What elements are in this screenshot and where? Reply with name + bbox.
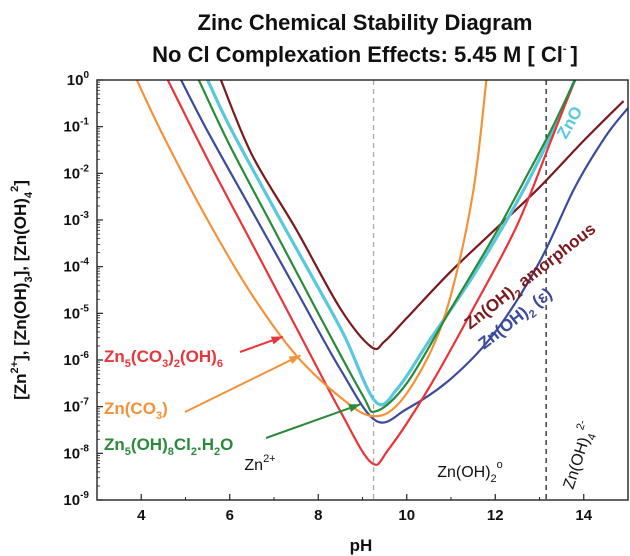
label-zn-oh2-amorphous: Zn(OH)2 amorphous — [461, 219, 602, 336]
chart-subtitle: No Cl Complexation Effects: 5.45 M [ Cl-… — [152, 42, 578, 67]
series-line-3 — [166, 80, 576, 466]
label-zno: ZnO — [553, 103, 586, 142]
region-label-zn-oh2: Zn(OH)2o — [437, 459, 503, 485]
x-tick-label: 8 — [314, 507, 322, 524]
series-line-0 — [219, 80, 625, 351]
x-tick-label: 4 — [137, 507, 146, 524]
x-axis-label: pH — [350, 536, 373, 555]
x-tick-label: 6 — [226, 507, 234, 524]
arrow-zn5-cl-head — [348, 404, 361, 412]
series-line-5 — [197, 80, 576, 413]
series-line-4 — [135, 80, 488, 418]
label-zn-co3: Zn(CO3) — [104, 399, 168, 422]
chart-title: Zinc Chemical Stability Diagram — [198, 10, 533, 35]
y-tick-label: 10-6 — [63, 350, 89, 369]
y-tick-label: 10-1 — [63, 117, 89, 136]
x-tick-label: 14 — [575, 507, 592, 524]
y-tick-label: 100 — [67, 70, 90, 89]
y-tick-label: 10-2 — [63, 163, 89, 182]
y-tick-label: 10-3 — [63, 210, 89, 229]
series-line-2 — [206, 80, 577, 407]
y-tick-label: 10-9 — [63, 490, 89, 509]
arrow-layer — [184, 335, 361, 439]
ticks-layer: 4 6 8 10 12 14 100 10-1 10-2 10-3 10-4 10-5 10-6 10-7… — [63, 70, 629, 524]
label-zn5-co3-2-oh6: Zn5(CO3)2(OH)6 — [104, 347, 223, 370]
series-layer — [135, 80, 628, 466]
label-zn5-oh8-cl2-h2o: Zn5(OH)8Cl2.H2O — [104, 435, 233, 458]
vlines-layer — [372, 80, 547, 500]
y-tick-label: 10-8 — [63, 443, 89, 462]
arrow-zn5-co3-head — [270, 336, 283, 345]
y-tick-label: 10-7 — [63, 397, 89, 416]
x-tick-label: 10 — [398, 507, 415, 524]
region-label-zn-oh4: Zn(OH)42- — [556, 418, 602, 492]
y-tick-label: 10-5 — [63, 303, 89, 322]
arrow-zn-co3 — [184, 354, 301, 413]
x-tick-label: 12 — [487, 507, 504, 524]
y-tick-label: 10-4 — [63, 257, 89, 276]
arrow-zn5-cl — [265, 403, 361, 439]
region-label-zn2: Zn2+ — [244, 453, 275, 474]
arrow-zn-co3-head — [288, 355, 301, 364]
y-axis-label: [Zn2+], [Zn(OH)3], [Zn(OH)42] — [9, 180, 35, 400]
series-line-1 — [180, 80, 628, 424]
